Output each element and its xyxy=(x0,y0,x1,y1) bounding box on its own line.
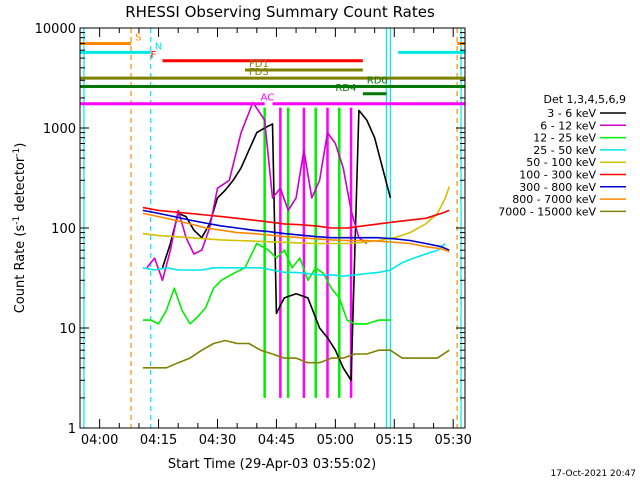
y-axis: 1 10 100 1000 10000 xyxy=(35,22,465,437)
legend-label-100-300-kev: 100 - 300 keV xyxy=(519,169,596,182)
x-tick-label-05:15: 05:15 xyxy=(376,433,413,448)
y-tick-label-10: 10 xyxy=(59,322,76,337)
x-tick-label-05:00: 05:00 xyxy=(317,433,354,448)
series-7000-15000-kev-line xyxy=(142,339,450,369)
y-tick-label-100: 100 xyxy=(51,222,76,237)
flag-label-rd4: RD4 xyxy=(335,83,356,94)
flag-label-n: N xyxy=(155,41,162,52)
series-12-25-kev-line xyxy=(142,242,391,325)
legend-label-800-7000-kev: 800 - 7000 keV xyxy=(512,193,596,206)
y-tick-label-1: 1 xyxy=(68,422,76,437)
flag-label-rd0: RD0 xyxy=(367,76,388,87)
x-axis-label: Start Time (29-Apr-03 03:55:02) xyxy=(168,457,376,472)
flag-label-fd3: FD3 xyxy=(249,67,269,78)
x-tick-label-04:30: 04:30 xyxy=(199,433,236,448)
timestamp: 17-Oct-2021 20:47 xyxy=(551,469,636,479)
y-tick-label-10000: 10000 xyxy=(35,22,76,37)
chart-title: RHESSI Observing Summary Count Rates xyxy=(125,3,435,21)
series-25-50-kev-line xyxy=(142,242,446,277)
x-tick-label-04:15: 04:15 xyxy=(140,433,177,448)
series-3-6-kev-line xyxy=(161,109,392,382)
series-6-12-kev-line xyxy=(146,101,368,282)
flag-label-f: F xyxy=(151,50,157,61)
legend-label-12-25-kev: 12 - 25 keV xyxy=(533,132,596,145)
x-tick-label-04:45: 04:45 xyxy=(258,433,295,448)
legend-title: Det 1,3,4,5,6,9 xyxy=(543,93,626,106)
mode-flags xyxy=(80,41,465,106)
legend-label-3-6-kev: 3 - 6 keV xyxy=(547,107,596,120)
series-300-800-kev-line xyxy=(142,209,450,251)
x-tick-label-04:00: 04:00 xyxy=(81,433,118,448)
y-axis-label: Count Rate (s-1 detector-1) xyxy=(12,143,28,314)
y-tick-label-1000: 1000 xyxy=(43,122,76,137)
legend-label-50-100-kev: 50 - 100 keV xyxy=(526,156,596,169)
series-800-7000-kev-line xyxy=(142,212,450,253)
flag-label-fd1: FD1 xyxy=(249,59,269,70)
legend-label-300-800-kev: 300 - 800 keV xyxy=(519,181,596,194)
series-50-100-kev-line xyxy=(142,186,451,245)
legend-label-6-12-kev: 6 - 12 keV xyxy=(540,119,596,132)
x-axis: 04:00 04:15 04:30 04:45 05:00 05:15 05:30 xyxy=(79,28,472,448)
legend-label-25-50-kev: 25 - 50 keV xyxy=(533,144,596,157)
legend-label-7000-15000-kev: 7000 - 15000 keV xyxy=(498,205,596,218)
series-100-300-kev-line xyxy=(142,206,450,229)
plot-marks xyxy=(83,28,462,428)
flag-label-ac: AC xyxy=(261,93,275,104)
flag-label-s: S xyxy=(135,32,141,43)
x-tick-label-05:30: 05:30 xyxy=(434,433,471,448)
